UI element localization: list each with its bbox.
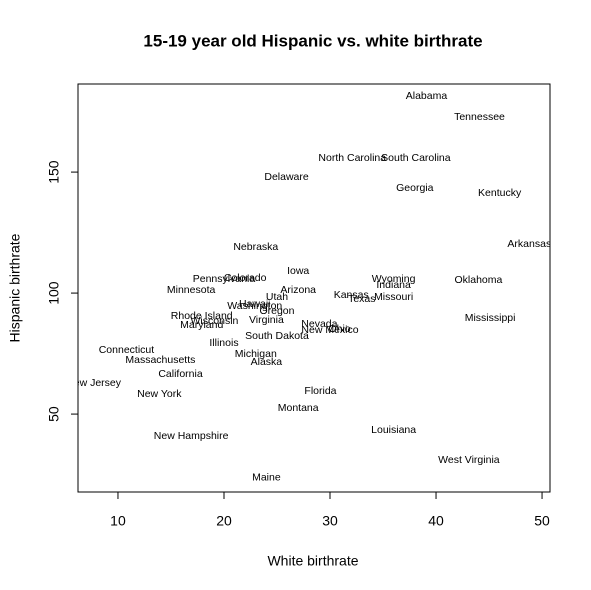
point-label: Arizona bbox=[280, 284, 316, 296]
point-label: Illinois bbox=[209, 337, 238, 349]
point-label: Iowa bbox=[287, 265, 309, 277]
point-label: Pennsylvania bbox=[193, 273, 256, 285]
point-label: Maine bbox=[252, 472, 281, 484]
point-label: Minnesota bbox=[167, 284, 216, 296]
point-label: Michigan bbox=[235, 348, 277, 360]
point-label: Texas bbox=[348, 293, 375, 305]
y-tick-label: 50 bbox=[46, 406, 62, 422]
x-tick-label: 40 bbox=[428, 513, 444, 529]
point-label: Colorado bbox=[224, 272, 267, 284]
point-label: Nevada bbox=[301, 318, 337, 330]
point-label: West Virginia bbox=[438, 454, 500, 466]
y-tick-label: 100 bbox=[46, 281, 62, 305]
point-label: Massachusetts bbox=[125, 354, 195, 366]
point-label: Kentucky bbox=[478, 187, 522, 199]
point-label: Florida bbox=[304, 385, 336, 397]
point-label: Kansas bbox=[334, 289, 369, 301]
point-label: New Hampshire bbox=[154, 430, 229, 442]
point-label: New York bbox=[137, 388, 182, 400]
x-tick-label: 30 bbox=[322, 513, 338, 529]
point-label: New Mexico bbox=[301, 324, 358, 336]
point-label: Alaska bbox=[251, 356, 283, 368]
point-label: Rhode Island bbox=[171, 310, 233, 322]
point-label: Virginia bbox=[249, 314, 284, 326]
point-label: Alabama bbox=[406, 90, 448, 102]
point-label: Indiana bbox=[376, 279, 411, 291]
x-tick-label: 10 bbox=[110, 513, 126, 529]
point-label: Missouri bbox=[374, 291, 413, 303]
y-axis-label: Hispanic birthrate bbox=[7, 233, 23, 342]
point-label: Arkansas bbox=[507, 238, 551, 250]
point-label: Nebraska bbox=[233, 241, 278, 253]
point-label: Mississippi bbox=[465, 312, 516, 324]
point-label: Delaware bbox=[264, 171, 309, 183]
plot-frame bbox=[77, 83, 551, 493]
chart-title: 15-19 year old Hispanic vs. white birthr… bbox=[143, 31, 482, 50]
x-tick-label: 20 bbox=[216, 513, 232, 529]
point-label: Georgia bbox=[396, 182, 434, 194]
point-label: North Carolina bbox=[318, 152, 386, 164]
point-label: Tennessee bbox=[454, 111, 505, 123]
point-label: South Carolina bbox=[381, 152, 451, 164]
point-label: Hawaii bbox=[239, 298, 271, 310]
point-label: South Dakota bbox=[245, 330, 309, 342]
point-label: Montana bbox=[278, 402, 319, 414]
x-tick-label: 50 bbox=[534, 513, 550, 529]
point-label: Wisconsin bbox=[191, 315, 239, 327]
point-label: Oregon bbox=[259, 305, 294, 317]
point-label: Louisiana bbox=[371, 424, 416, 436]
point-label: Oklahoma bbox=[455, 274, 503, 286]
point-label: New Jersey bbox=[66, 377, 122, 389]
point-label: Washington bbox=[227, 300, 282, 312]
point-label: Utah bbox=[266, 291, 288, 303]
point-label: Ohio bbox=[328, 323, 350, 335]
y-tick-label: 150 bbox=[46, 160, 62, 184]
point-label: Maryland bbox=[180, 319, 223, 331]
point-label: California bbox=[158, 368, 203, 380]
point-label: Wyoming bbox=[372, 273, 416, 285]
point-label: Connecticut bbox=[99, 344, 155, 356]
x-axis-label: White birthrate bbox=[267, 553, 358, 569]
